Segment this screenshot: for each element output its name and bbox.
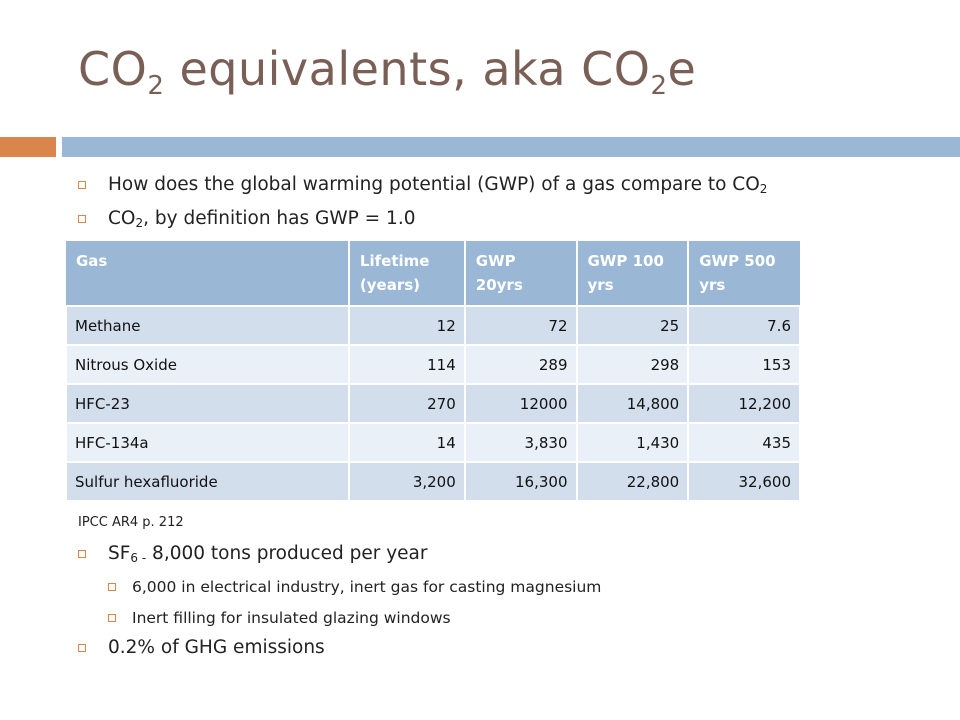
cell-gwp-100: 14,800 (575, 383, 690, 424)
bullet-square-icon (108, 614, 116, 622)
cell-gwp-500: 32,600 (687, 461, 801, 502)
cell-gas: HFC-23 (65, 383, 350, 424)
bullet-item: CO2, by definition has GWP = 1.0 (78, 204, 938, 238)
cell-gwp-500: 12,200 (687, 383, 801, 424)
header-gas: Gas (66, 241, 349, 306)
slide-title: CO2 equivalents, aka CO2e (78, 42, 697, 101)
sub-bullet-item: Inert filling for insulated glazing wind… (78, 603, 938, 634)
cell-lifetime: 114 (347, 344, 466, 385)
cell-lifetime: 14 (347, 422, 466, 463)
cell-gwp-100: 298 (575, 344, 690, 385)
cell-gwp-500: 435 (687, 422, 801, 463)
bullet-square-icon (108, 583, 116, 591)
bullet-item: How does the global warming potential (G… (78, 170, 938, 204)
sub-bullet-item: 6,000 in electrical industry, inert gas … (78, 572, 938, 603)
cell-gwp-100: 1,430 (575, 422, 690, 463)
table-row: Methane 12 72 25 7.6 (65, 305, 801, 346)
cell-gwp-20: 3,830 (463, 422, 578, 463)
cell-gas: Nitrous Oxide (65, 344, 350, 385)
cell-gwp-20: 72 (463, 305, 578, 346)
bullet-item: SF6 - 8,000 tons produced per year (78, 540, 938, 572)
cell-gwp-20: 289 (463, 344, 578, 385)
bullet-square-icon (78, 550, 86, 558)
cell-gas: Methane (65, 305, 350, 346)
cell-lifetime: 270 (347, 383, 466, 424)
cell-gas: Sulfur hexafluoride (65, 461, 350, 502)
gwp-table: Gas Lifetime (years) GWP 20yrs GWP 100 y… (65, 241, 801, 502)
table-row: Sulfur hexafluoride 3,200 16,300 22,800 … (65, 461, 801, 502)
cell-gwp-20: 16,300 (463, 461, 578, 502)
lower-bullet-list: SF6 - 8,000 tons produced per year 6,000… (78, 540, 938, 662)
cell-gwp-100: 25 (575, 305, 690, 346)
bullet-square-icon (78, 644, 86, 652)
cell-gwp-100: 22,800 (575, 461, 690, 502)
cell-gwp-500: 153 (687, 344, 801, 385)
table-row: HFC-134a 14 3,830 1,430 435 (65, 422, 801, 463)
header-gwp-500: GWP 500 yrs (687, 241, 800, 306)
bullet-square-icon (78, 215, 86, 223)
header-gwp-20: GWP 20yrs (463, 241, 577, 306)
top-bullet-list: How does the global warming potential (G… (78, 170, 938, 238)
cell-gwp-20: 12000 (463, 383, 578, 424)
header-lifetime: Lifetime (years) (347, 241, 465, 306)
table-row: Nitrous Oxide 114 289 298 153 (65, 344, 801, 385)
bullet-item: 0.2% of GHG emissions (78, 634, 938, 662)
header-gwp-100: GWP 100 yrs (575, 241, 689, 306)
bullet-square-icon (78, 181, 86, 189)
table-header-row: Gas Lifetime (years) GWP 20yrs GWP 100 y… (66, 241, 800, 306)
source-citation: IPCC AR4 p. 212 (78, 515, 184, 530)
title-accent-bar-orange (0, 137, 56, 157)
cell-gwp-500: 7.6 (687, 305, 801, 346)
cell-lifetime: 12 (347, 305, 466, 346)
cell-lifetime: 3,200 (347, 461, 466, 502)
title-accent-bar-blue (62, 137, 960, 157)
table-row: HFC-23 270 12000 14,800 12,200 (65, 383, 801, 424)
cell-gas: HFC-134a (65, 422, 350, 463)
